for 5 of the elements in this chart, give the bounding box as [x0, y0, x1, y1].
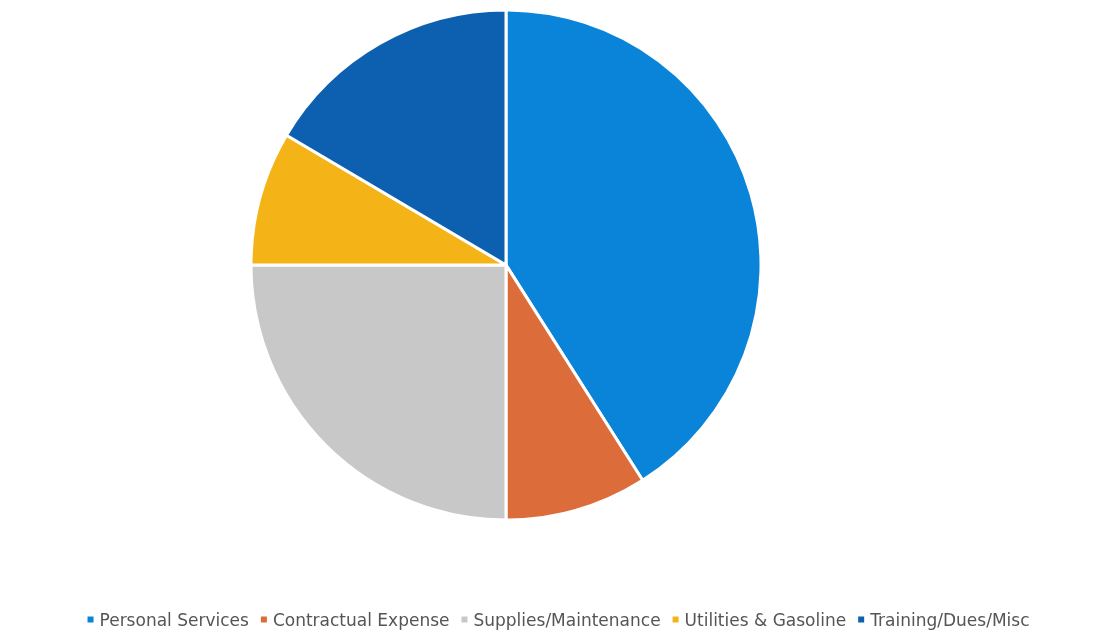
- legend-label: Training/Dues/Misc: [869, 609, 1030, 630]
- legend-label: Supplies/Maintenance: [473, 609, 661, 630]
- legend-label: Contractual Expense: [272, 609, 450, 630]
- legend-label: Utilities & Gasoline: [684, 609, 847, 630]
- legend-label: Personal Services: [99, 609, 250, 630]
